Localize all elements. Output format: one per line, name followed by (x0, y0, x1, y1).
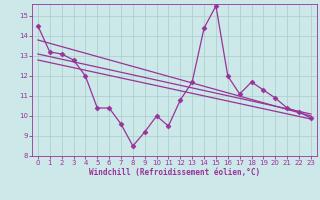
X-axis label: Windchill (Refroidissement éolien,°C): Windchill (Refroidissement éolien,°C) (89, 168, 260, 177)
